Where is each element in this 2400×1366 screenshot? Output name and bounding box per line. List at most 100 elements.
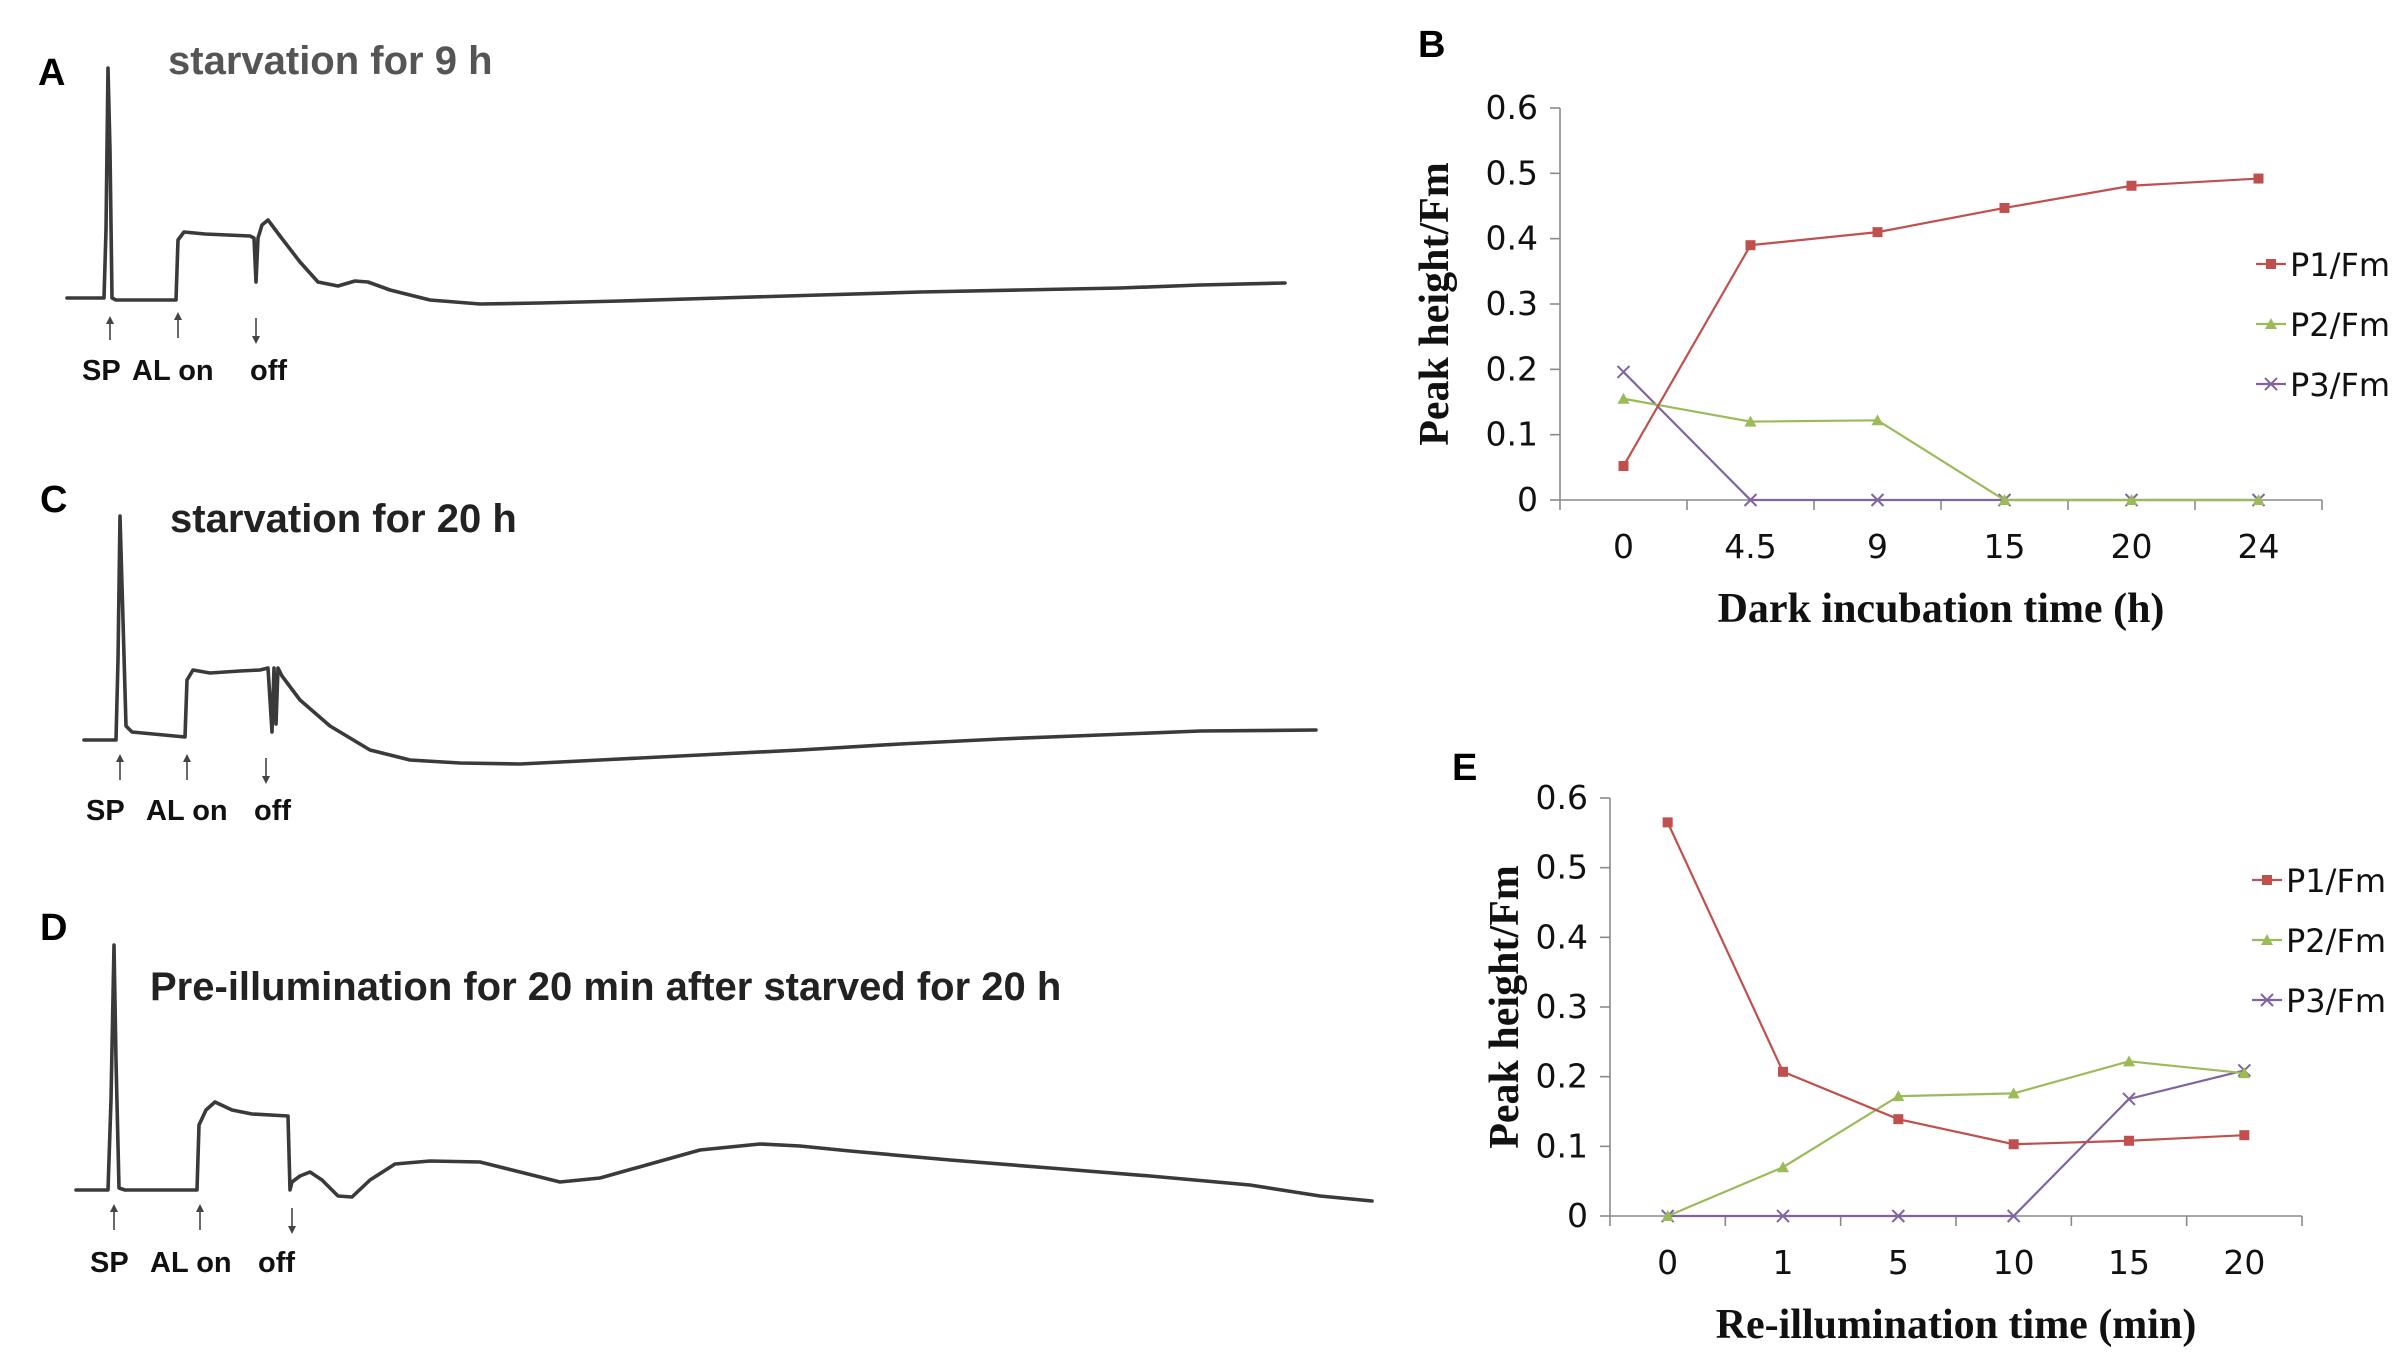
chart-b-x-axis-title: Dark incubation time (h) [1718, 586, 2165, 632]
chart-b-y-tick-label: 0.3 [1486, 284, 1538, 323]
chart-b-x-tick-label: 15 [1984, 527, 2026, 566]
chart-b-y-tick-label: 0.4 [1486, 219, 1538, 258]
chart-e-x-tick-label: 20 [2223, 1243, 2265, 1282]
chart-e: E 00.10.20.30.40.50.60 1 5 10 15 20Re-illumin… [1452, 747, 2386, 1348]
arrow-sp-d [110, 1204, 118, 1230]
chart-b-point-p2-fm [1871, 414, 1884, 426]
chart-e-legend-label: P2/Fm [2286, 922, 2386, 960]
arrow-off-c [262, 758, 270, 784]
chart-e-point-p1-fm [1893, 1114, 1904, 1125]
chart-e-x-tick-label: 0 [1657, 1243, 1678, 1282]
chart-e-point-p1-fm [2124, 1135, 2134, 1146]
chart-b-point-p3-fm [1616, 365, 1631, 379]
chart-b-x-tick-label: 24 [2238, 527, 2280, 566]
arrow-sp-a [106, 316, 114, 340]
chart-b-point-p3-fm [1870, 493, 1885, 507]
chart-e-point-p3-fm [2006, 1209, 2021, 1223]
chart-e-point-p2-fm [2238, 1067, 2251, 1079]
panel-letter-c: C [40, 479, 67, 521]
chart-e-series-line-p1-fm [1666, 821, 2245, 1146]
chart-e-x-tick-label: 10 [1993, 1243, 2035, 1282]
panel-letter-b: B [1418, 24, 1445, 66]
chart-b-legend-marker [2264, 377, 2278, 391]
chart-b-legend-label: P1/Fm [2290, 246, 2390, 284]
chart-b: B 0 0.1 0.2 0.3 0.4 0.5 0.6 0 4.5 9 15 20 24 Dark inc… [1412, 24, 2390, 632]
chart-e-x-tick-label: 15 [2108, 1243, 2150, 1282]
chart-e-y-axis-title: Peak height/Fm [1482, 865, 1528, 1148]
chart-e-x-axis-title: Re-illumination time (min) [1716, 1302, 2197, 1348]
panel-letter-d: D [40, 907, 67, 949]
chart-e-point-p1-fm [1662, 817, 1673, 828]
chart-b-point-p2-fm [1998, 494, 2011, 505]
fluorescence-trace-c [82, 514, 1318, 766]
chart-e-point-p3-fm [2122, 1092, 2136, 1106]
chart-e-legend-label: P1/Fm [2286, 862, 2386, 900]
chart-e-y-tick-label: 0.4 [1536, 917, 1588, 956]
marker-al-on-c: AL on [146, 795, 228, 827]
chart-e-point-p2-fm [1661, 1210, 1674, 1221]
chart-e-y-tick-label: 0.5 [1536, 848, 1588, 887]
chart-b-y-tick-label: 0.2 [1486, 349, 1538, 388]
chart-e-x-tick-label: 5 [1888, 1243, 1909, 1282]
arrow-al-on-a [174, 312, 182, 338]
chart-b-series-line-p3-fm [1622, 371, 2259, 502]
chart-b-point-p2-fm [2125, 494, 2138, 505]
chart-b-y-tick-label: 0.1 [1486, 415, 1538, 454]
chart-b-point-p1-fm [2253, 173, 2264, 184]
chart-b-point-p1-fm [1745, 240, 1756, 251]
chart-e-x-tick-label: 1 [1773, 1243, 1794, 1282]
marker-al-on-a: AL on [132, 355, 214, 387]
fluorescence-trace-a [65, 66, 1287, 306]
chart-e-point-p3-fm [1776, 1209, 1790, 1223]
chart-b-point-p3-fm [1743, 493, 1758, 507]
chart-b-point-p1-fm [1618, 461, 1629, 472]
trace-title-a: starvation for 9 h [168, 39, 493, 83]
chart-e-point-p2-fm [2123, 1055, 2135, 1067]
arrow-al-on-c [183, 754, 191, 780]
chart-b-point-p2-fm [1744, 415, 1757, 427]
chart-b-point-p1-fm [2126, 180, 2137, 191]
chart-b-y-axis-title: Peak height/Fm [1412, 162, 1458, 445]
arrow-al-on-d [196, 1204, 204, 1230]
marker-sp-d: SP [90, 1247, 129, 1279]
chart-b-legend-marker [2265, 318, 2277, 329]
chart-b-point-p1-fm [1999, 202, 2010, 213]
chart-b-y-tick-label: 0.5 [1486, 153, 1538, 192]
trace-panel-c: C starvation for 20 h SP AL on off [40, 479, 1318, 827]
chart-b-legend-marker [2266, 259, 2276, 269]
chart-b-x-tick-label: 4.5 [1724, 527, 1776, 566]
marker-al-on-d: AL on [150, 1247, 232, 1279]
chart-e-legend-marker [2260, 993, 2274, 1007]
chart-e-point-p1-fm [1778, 1066, 1788, 1077]
chart-e-y-tick-label: 0.3 [1536, 987, 1588, 1026]
chart-b-legend-label: P2/Fm [2290, 306, 2390, 344]
arrow-off-a [252, 318, 260, 344]
chart-b-point-p2-fm [1617, 392, 1630, 404]
chart-e-point-p1-fm [2008, 1139, 2019, 1150]
chart-e-point-p2-fm [2007, 1087, 2020, 1099]
chart-b-series-line-p2-fm [1623, 397, 2259, 502]
chart-e-legend-label: P3/Fm [2286, 982, 2386, 1020]
marker-sp-c: SP [86, 795, 125, 827]
chart-e-point-p1-fm [2239, 1130, 2250, 1141]
panel-letter-a: A [38, 52, 65, 94]
chart-e-point-p2-fm [1892, 1090, 1905, 1102]
chart-b-point-p2-fm [2252, 494, 2265, 505]
marker-off-c: off [254, 795, 291, 827]
chart-e-legend-marker [2261, 934, 2273, 945]
arrow-off-d [288, 1208, 296, 1234]
chart-e-y-tick-label: 0.1 [1536, 1126, 1588, 1165]
chart-e-y-tick-label: 0 [1567, 1196, 1588, 1235]
chart-e-point-p3-fm [1891, 1209, 1906, 1223]
chart-e-series-line-p2-fm [1667, 1060, 2245, 1218]
trace-title-c: starvation for 20 h [170, 497, 517, 541]
marker-off-a: off [250, 355, 287, 387]
chart-b-point-p1-fm [1872, 227, 1883, 238]
chart-e-y-tick-label: 0.2 [1536, 1057, 1588, 1096]
chart-e-y-tick-label: 0.6 [1536, 778, 1588, 817]
chart-e-point-p2-fm [1777, 1161, 1789, 1173]
fluorescence-trace-d [74, 943, 1374, 1203]
arrow-sp-c [116, 754, 124, 780]
chart-b-x-tick-label: 9 [1867, 527, 1888, 566]
